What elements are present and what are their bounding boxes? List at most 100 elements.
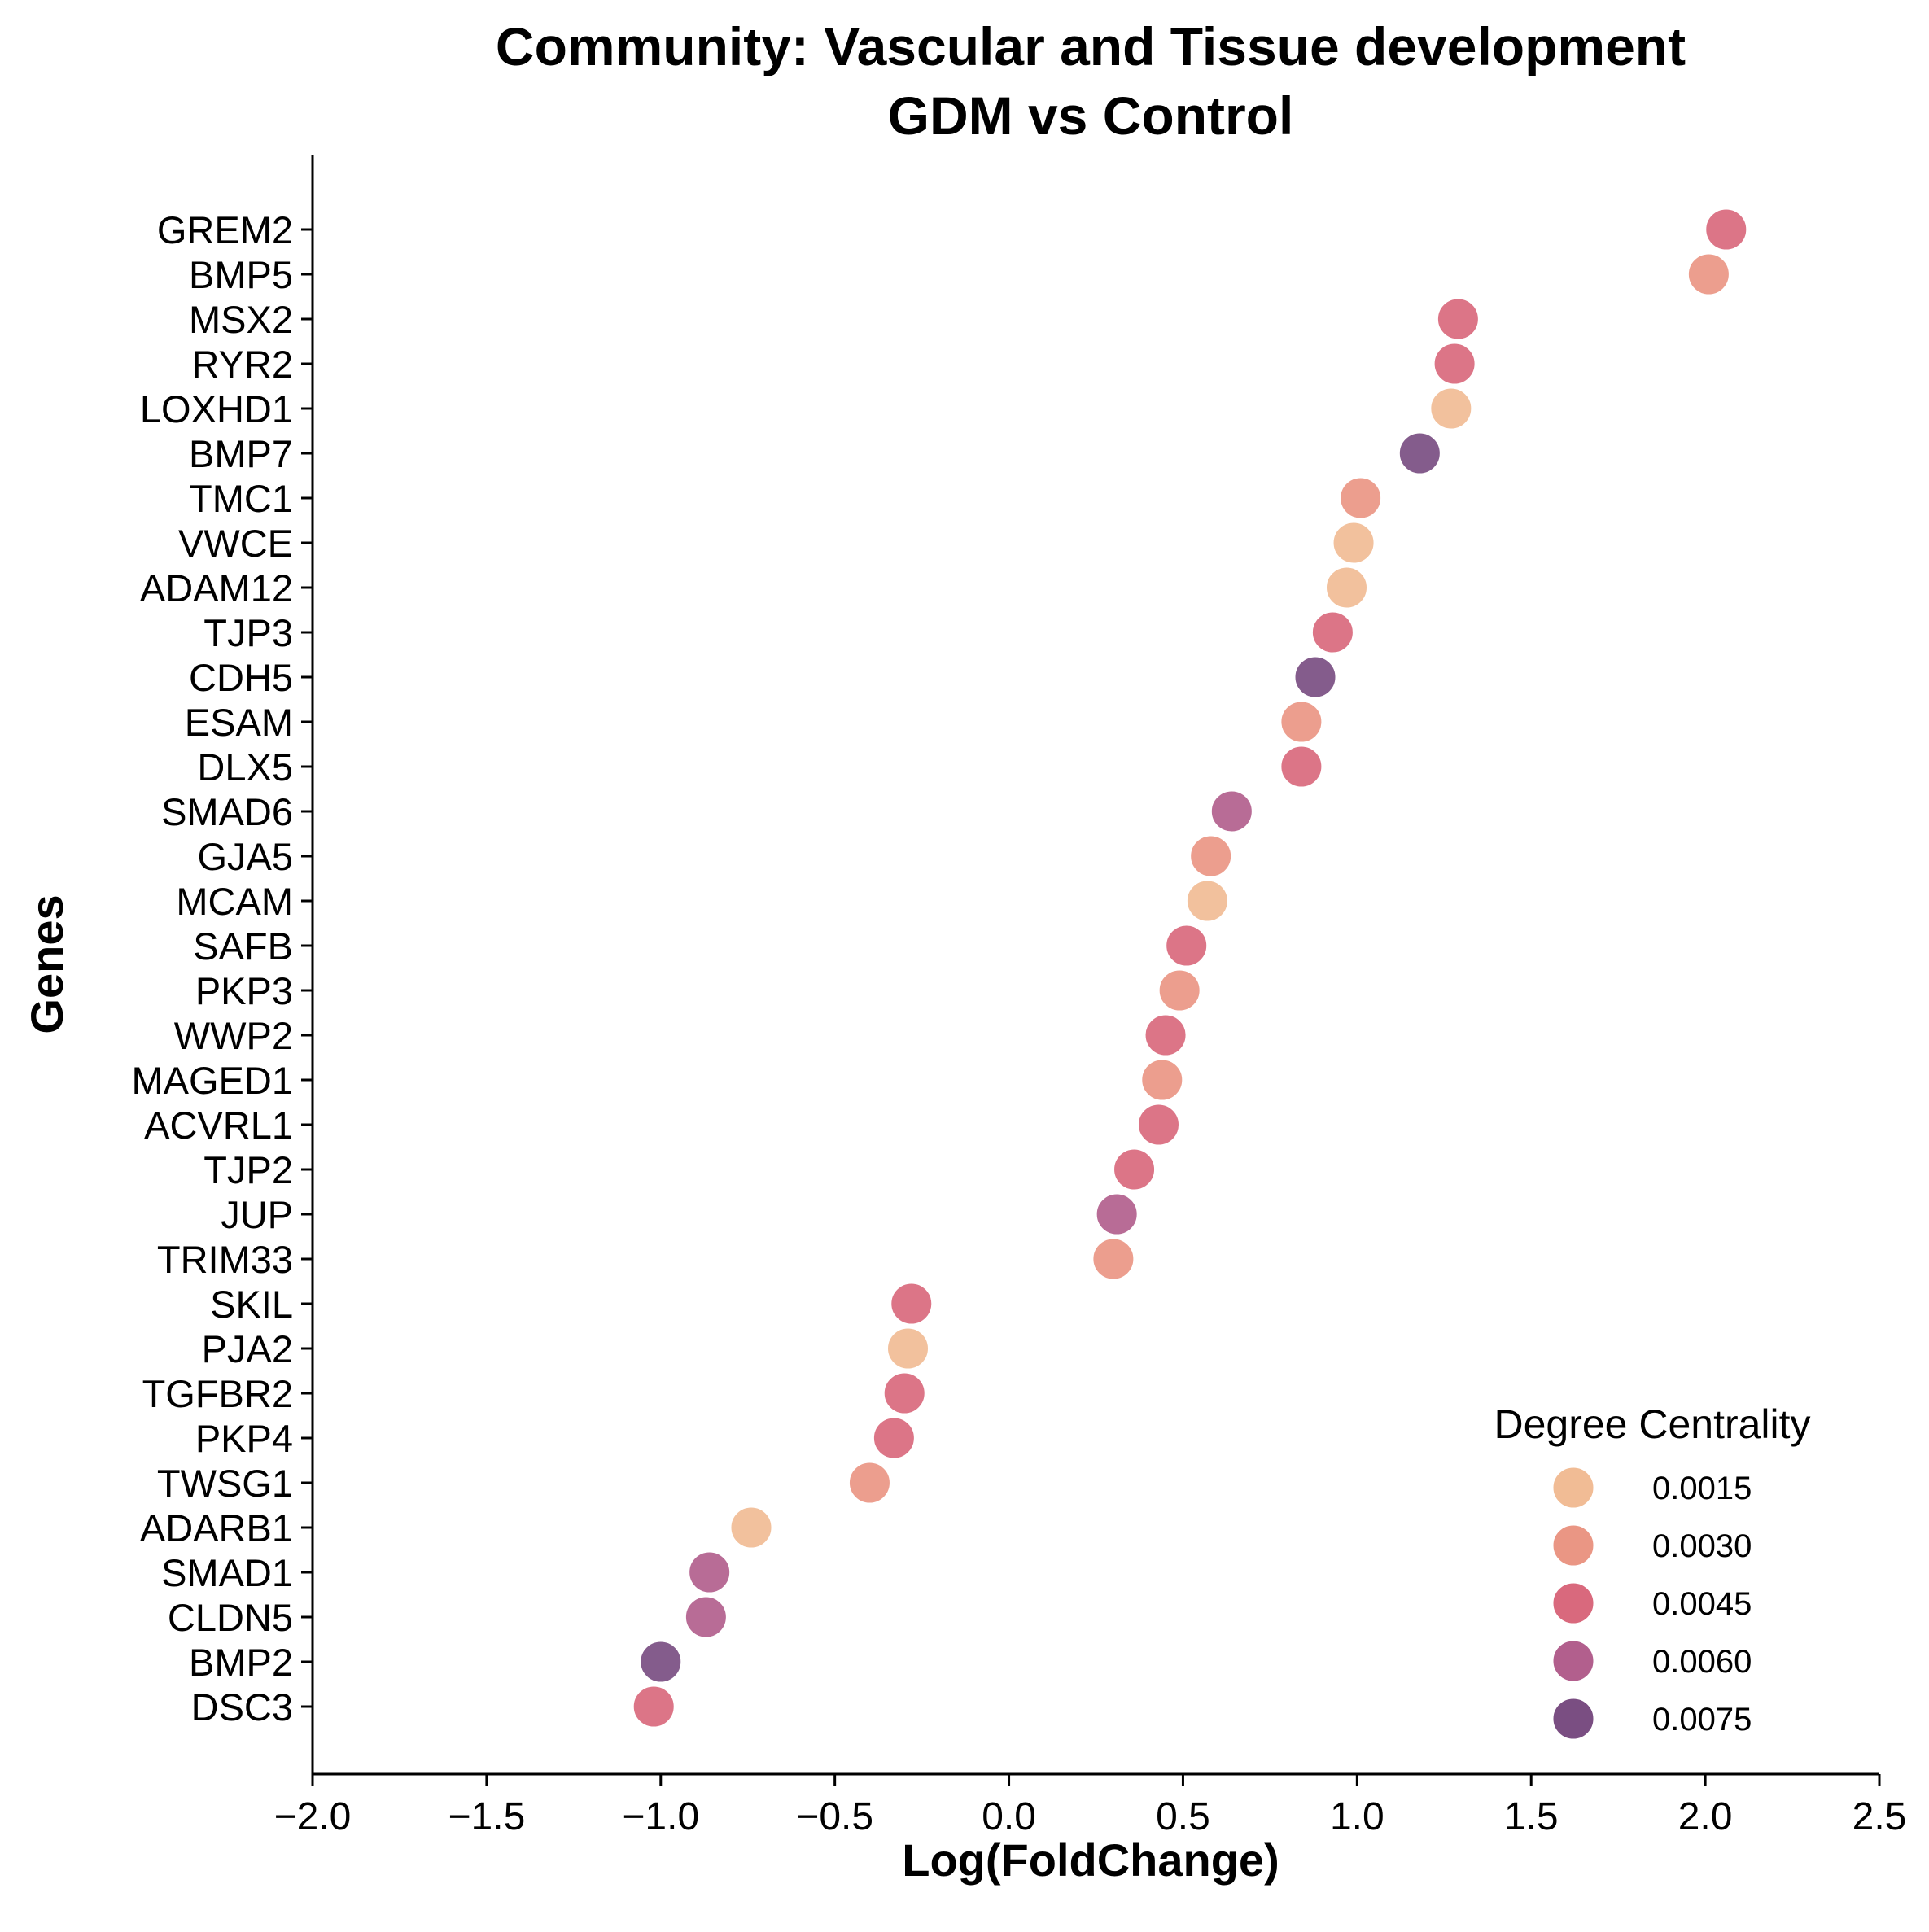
y-tick-label-tmc1: TMC1 <box>189 477 293 520</box>
point-gja5 <box>1188 833 1234 879</box>
y-tick-label-cldn5: CLDN5 <box>168 1596 293 1639</box>
point-cldn5 <box>683 1594 728 1640</box>
y-axis-label: Genes <box>21 894 72 1034</box>
y-tick-label-pkp3: PKP3 <box>195 969 293 1012</box>
x-tick-label: 0.5 <box>1156 1795 1210 1838</box>
y-tick-label-skil: SKIL <box>210 1283 293 1326</box>
x-tick-label: 1.0 <box>1330 1795 1384 1838</box>
point-esam <box>1279 699 1324 745</box>
x-tick-label: 0.0 <box>982 1795 1036 1838</box>
chart-title-line-2: GDM vs Control <box>888 85 1294 146</box>
y-tick-label-smad6: SMAD6 <box>161 790 293 833</box>
point-tjp3 <box>1310 610 1355 655</box>
point-grem2 <box>1704 207 1749 252</box>
y-tick-label-maged1: MAGED1 <box>132 1059 294 1102</box>
legend-marker-1 <box>1551 1523 1596 1568</box>
point-pkp4 <box>871 1415 916 1461</box>
point-dsc3 <box>631 1684 676 1729</box>
y-tick-label-safb: SAFB <box>193 924 293 968</box>
point-tgfbr2 <box>881 1370 927 1416</box>
y-tick-label-tgfbr2: TGFBR2 <box>142 1372 293 1415</box>
y-tick-label-acvrl1: ACVRL1 <box>144 1104 293 1147</box>
y-tick-label-twsg1: TWSG1 <box>157 1462 293 1505</box>
point-dlx5 <box>1279 744 1324 789</box>
point-smad1 <box>687 1550 733 1595</box>
y-tick-label-loxhd1: LOXHD1 <box>140 387 293 431</box>
y-tick-label-tjp2: TJP2 <box>203 1148 293 1191</box>
point-bmp7 <box>1397 431 1442 476</box>
point-mcam <box>1184 878 1230 924</box>
point-loxhd1 <box>1428 386 1474 431</box>
point-trim33 <box>1091 1236 1136 1282</box>
point-acvrl1 <box>1136 1102 1181 1147</box>
y-tick-label-bmp5: BMP5 <box>189 253 293 296</box>
legend-marker-4 <box>1551 1696 1596 1742</box>
point-adam12 <box>1324 565 1369 610</box>
chart-title-line-1: Community: Vascular and Tissue developme… <box>496 16 1686 76</box>
point-msx2 <box>1435 296 1481 342</box>
y-tick-label-gja5: GJA5 <box>197 835 293 878</box>
x-tick-label: 1.5 <box>1504 1795 1559 1838</box>
point-bmp2 <box>638 1639 684 1685</box>
legend-label-3: 0.0060 <box>1652 1644 1752 1680</box>
y-tick-label-ryr2: RYR2 <box>191 343 293 386</box>
point-wwp2 <box>1143 1012 1188 1058</box>
y-tick-label-pja2: PJA2 <box>202 1327 293 1370</box>
y-tick-label-bmp2: BMP2 <box>189 1641 293 1684</box>
point-adarb1 <box>728 1505 774 1550</box>
x-tick-label: −1.0 <box>622 1795 699 1838</box>
point-pkp3 <box>1157 968 1202 1013</box>
y-tick-label-wwp2: WWP2 <box>174 1014 293 1057</box>
point-maged1 <box>1139 1057 1185 1103</box>
y-tick-label-trim33: TRIM33 <box>157 1238 293 1281</box>
y-tick-label-tjp3: TJP3 <box>203 611 293 654</box>
x-tick-label: 2.5 <box>1852 1795 1907 1838</box>
y-tick-label-mcam: MCAM <box>176 880 293 923</box>
point-tmc1 <box>1338 475 1384 521</box>
legend-label-0: 0.0015 <box>1652 1471 1752 1506</box>
y-tick-label-adarb1: ADARB1 <box>140 1506 293 1550</box>
point-cdh5 <box>1293 654 1338 700</box>
legend-marker-0 <box>1551 1465 1596 1510</box>
y-tick-label-grem2: GREM2 <box>157 208 293 251</box>
y-tick-label-cdh5: CDH5 <box>189 656 293 699</box>
legend-title: Degree Centrality <box>1494 1401 1810 1447</box>
point-smad6 <box>1209 789 1254 834</box>
legend-label-2: 0.0045 <box>1652 1586 1752 1622</box>
x-axis-label: Log(FoldChange) <box>902 1834 1279 1886</box>
y-tick-label-pkp4: PKP4 <box>195 1417 293 1460</box>
point-skil <box>889 1281 934 1327</box>
y-tick-label-bmp7: BMP7 <box>189 432 293 475</box>
data-points <box>631 207 1749 1729</box>
legend-marker-3 <box>1551 1638 1596 1684</box>
point-bmp5 <box>1686 251 1731 297</box>
y-tick-label-dlx5: DLX5 <box>197 745 293 789</box>
y-tick-label-smad1: SMAD1 <box>161 1551 293 1594</box>
x-ticks: −2.0 −1.5 −1.0 −0.5 0.0 0.5 1.0 1.5 2.0 2.5 <box>274 1774 1907 1838</box>
y-tick-label-esam: ESAM <box>185 701 293 744</box>
y-tick-label-msx2: MSX2 <box>189 298 293 341</box>
x-tick-label: 2.0 <box>1678 1795 1733 1838</box>
legend-marker-2 <box>1551 1580 1596 1626</box>
point-ryr2 <box>1432 341 1477 387</box>
chart-title: Community: Vascular and Tissue developme… <box>496 16 1686 146</box>
x-tick-label: −0.5 <box>796 1795 873 1838</box>
point-pja2 <box>886 1326 930 1371</box>
legend-label-4: 0.0075 <box>1652 1702 1752 1737</box>
point-vwce <box>1331 520 1376 566</box>
y-ticks: GREM2BMP5MSX2RYR2LOXHD1BMP7TMC1VWCEADAM1… <box>132 208 313 1729</box>
point-safb <box>1164 923 1209 968</box>
point-jup <box>1094 1191 1139 1237</box>
legend-label-1: 0.0030 <box>1652 1528 1752 1564</box>
y-tick-label-adam12: ADAM12 <box>140 566 293 610</box>
y-tick-label-vwce: VWCE <box>178 522 293 565</box>
y-tick-label-dsc3: DSC3 <box>191 1685 293 1729</box>
axes <box>311 155 1879 1776</box>
y-tick-label-jup: JUP <box>221 1193 293 1236</box>
legend: Degree Centrality 0.0015 0.0030 0.0045 0.00… <box>1494 1401 1811 1742</box>
point-twsg1 <box>846 1460 892 1506</box>
point-tjp2 <box>1112 1147 1157 1192</box>
x-tick-label: −2.0 <box>274 1795 352 1838</box>
